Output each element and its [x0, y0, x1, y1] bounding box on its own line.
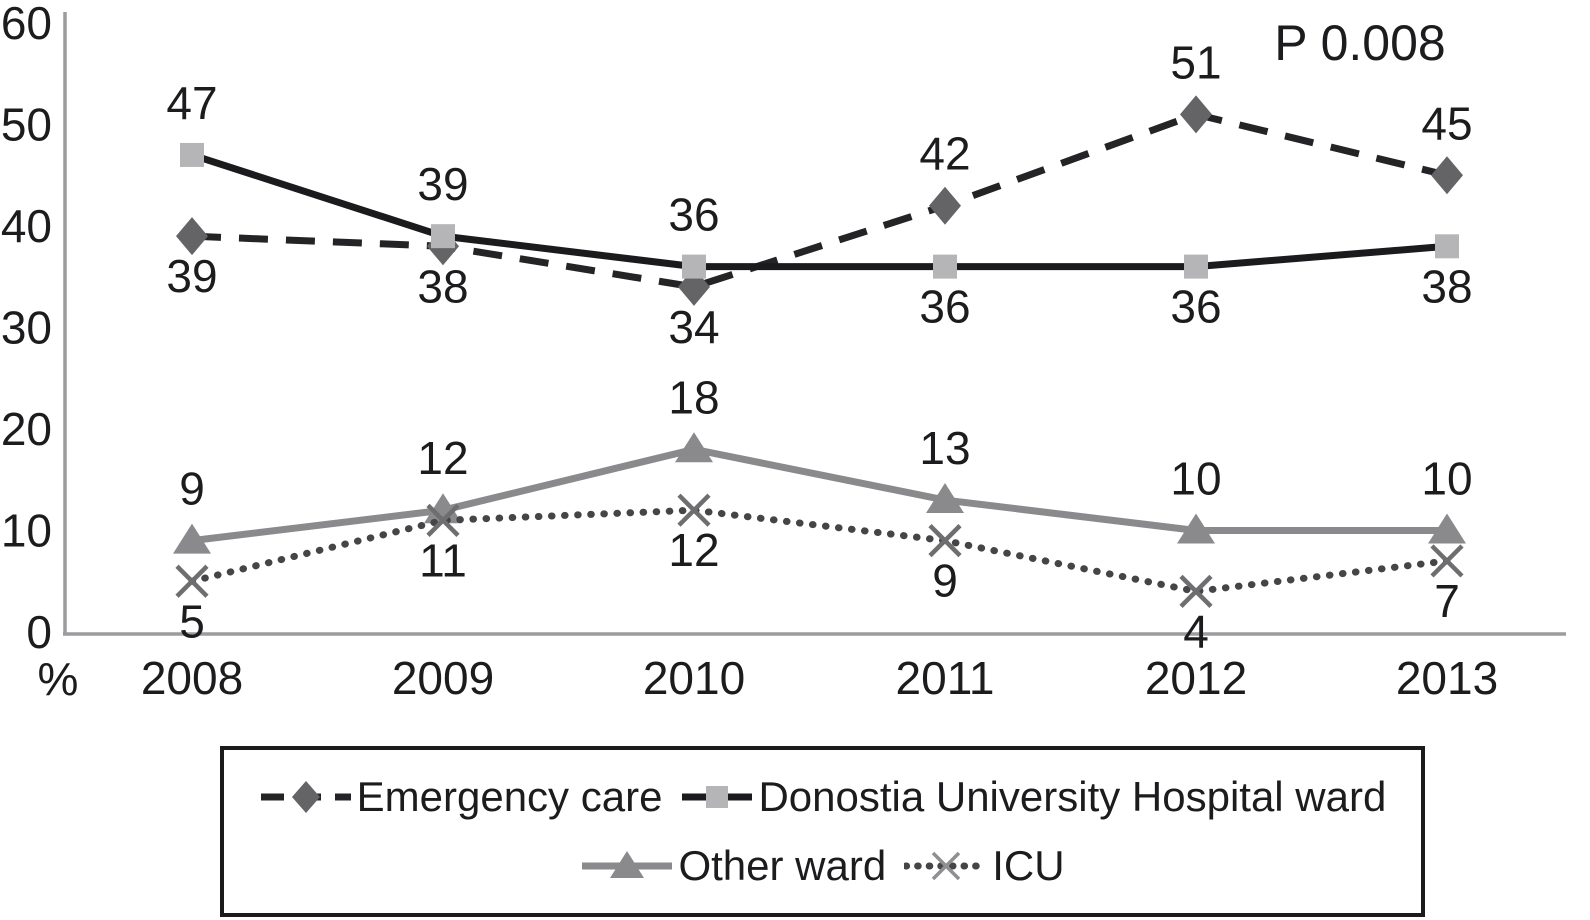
x-marker-icu [677, 493, 711, 527]
data-label-icu: 12 [668, 524, 719, 576]
x-tick-label: 2013 [1396, 652, 1498, 704]
triangle-marker-other-ward [1177, 513, 1215, 544]
data-label-other-ward: 12 [417, 432, 468, 484]
triangle-marker-other-ward [1428, 513, 1466, 544]
legend-swatch-shape [610, 850, 645, 878]
x-marker-icu [1430, 544, 1464, 578]
y-tick-label: 30 [1, 302, 52, 354]
square-marker-donostia-university-hospital-ward [180, 142, 204, 167]
series-line-other-ward [191, 445, 1447, 545]
series-other-ward: 9 12 18 13 10 10 [173, 371, 1473, 554]
y-tick-label: 20 [1, 403, 52, 455]
legend-label-donostia-university-hospital-ward: Donostia University Hospital ward [758, 773, 1387, 821]
legend-label-emergency-care: Emergency care [356, 773, 663, 821]
legend-item-donostia-university-hospital-ward: Donostia University Hospital ward [680, 776, 1386, 818]
data-label-donostia-university-hospital-ward: 47 [166, 77, 217, 129]
x-tick-label: 2011 [896, 652, 995, 704]
y-tick-label: 50 [1, 99, 52, 151]
series-line-icu [188, 506, 1451, 595]
data-label-donostia-university-hospital-ward: 36 [1170, 281, 1221, 333]
p-value-annotation: P 0.008 [1274, 15, 1446, 71]
data-label-donostia-university-hospital-ward: 36 [668, 189, 719, 241]
triangle-marker-other-ward [926, 483, 964, 514]
square-marker-donostia-university-hospital-ward [431, 224, 455, 249]
data-label-emergency-care: 51 [1170, 36, 1221, 88]
legend-swatch-shape [291, 781, 320, 814]
x-marker-icu [1179, 574, 1213, 608]
data-label-other-ward: 18 [668, 371, 719, 423]
legend-square-swatch [682, 786, 753, 809]
diamond-marker-emergency-care [176, 217, 208, 256]
data-label-donostia-university-hospital-ward: 38 [1421, 260, 1472, 312]
data-label-emergency-care: 45 [1421, 97, 1472, 149]
data-label-icu: 9 [932, 555, 958, 607]
legend-x-swatch [904, 851, 989, 880]
square-marker-donostia-university-hospital-ward [933, 254, 957, 279]
data-label-other-ward: 13 [919, 422, 970, 474]
data-label-emergency-care: 34 [668, 301, 719, 353]
legend-item-emergency-care: Emergency care [259, 773, 663, 821]
data-label-icu: 5 [179, 595, 205, 647]
x-marker-icu [426, 503, 460, 537]
data-label-icu: 11 [419, 534, 467, 586]
x-marker-icu [175, 564, 209, 598]
x-marker-icu [928, 524, 962, 558]
diamond-marker-emergency-care [1180, 95, 1212, 134]
legend-swatch-shape [931, 851, 961, 880]
data-label-other-ward: 9 [179, 463, 205, 515]
square-marker-donostia-university-hospital-ward [1435, 234, 1459, 259]
legend-row-top: Emergency care Donostia University Hospit… [259, 773, 1386, 821]
series-line-donostia-university-hospital-ward [190, 151, 1448, 271]
data-label-donostia-university-hospital-ward: 39 [417, 158, 468, 210]
x-tick-label: 2008 [141, 652, 243, 704]
series-emergency-care: 39 38 34 42 51 45 [166, 36, 1472, 353]
data-label-other-ward: 10 [1170, 453, 1221, 505]
diamond-marker-emergency-care [1431, 156, 1463, 195]
series-icu: 5 11 12 9 4 7 [175, 493, 1464, 657]
legend-triangle-swatch [582, 850, 673, 878]
series-line-emergency-care [191, 110, 1448, 291]
legend-label-icu: ICU [992, 841, 1065, 889]
y-tick-label: 40 [1, 200, 52, 252]
x-tick-label: 2012 [1145, 652, 1247, 704]
legend-item-other-ward: Other ward [580, 841, 887, 889]
x-tick-label: 2010 [643, 652, 745, 704]
legend-row-bottom: Other ward ICU [580, 841, 1065, 889]
y-tick-label: 60 [1, 0, 52, 49]
data-label-other-ward: 10 [1421, 453, 1472, 505]
legend-item-icu: ICU [904, 841, 1065, 889]
data-label-icu: 7 [1434, 575, 1460, 627]
triangle-marker-other-ward [173, 523, 211, 554]
y-axis-unit-label: % [37, 653, 79, 705]
legend-swatch-shape [706, 786, 729, 809]
triangle-marker-other-ward [424, 493, 462, 524]
series-donostia-university-hospital-ward: 47 39 36 36 36 38 [166, 77, 1472, 333]
y-tick-label: 0 [26, 606, 52, 658]
data-label-emergency-care: 38 [417, 260, 468, 312]
diamond-marker-emergency-care [929, 186, 961, 225]
data-label-icu: 4 [1183, 605, 1209, 657]
x-tick-label: 2009 [392, 652, 494, 704]
legend-diamond-swatch [260, 781, 351, 814]
data-label-emergency-care: 39 [166, 250, 217, 302]
legend-box: Emergency care Donostia University Hospit… [220, 746, 1425, 917]
data-label-donostia-university-hospital-ward: 36 [919, 281, 970, 333]
legend-label-other-ward: Other ward [678, 841, 887, 889]
data-label-emergency-care: 42 [919, 128, 970, 180]
y-tick-label: 10 [1, 505, 52, 557]
square-marker-donostia-university-hospital-ward [1184, 254, 1208, 279]
triangle-marker-other-ward [675, 432, 713, 463]
square-marker-donostia-university-hospital-ward [682, 254, 706, 279]
